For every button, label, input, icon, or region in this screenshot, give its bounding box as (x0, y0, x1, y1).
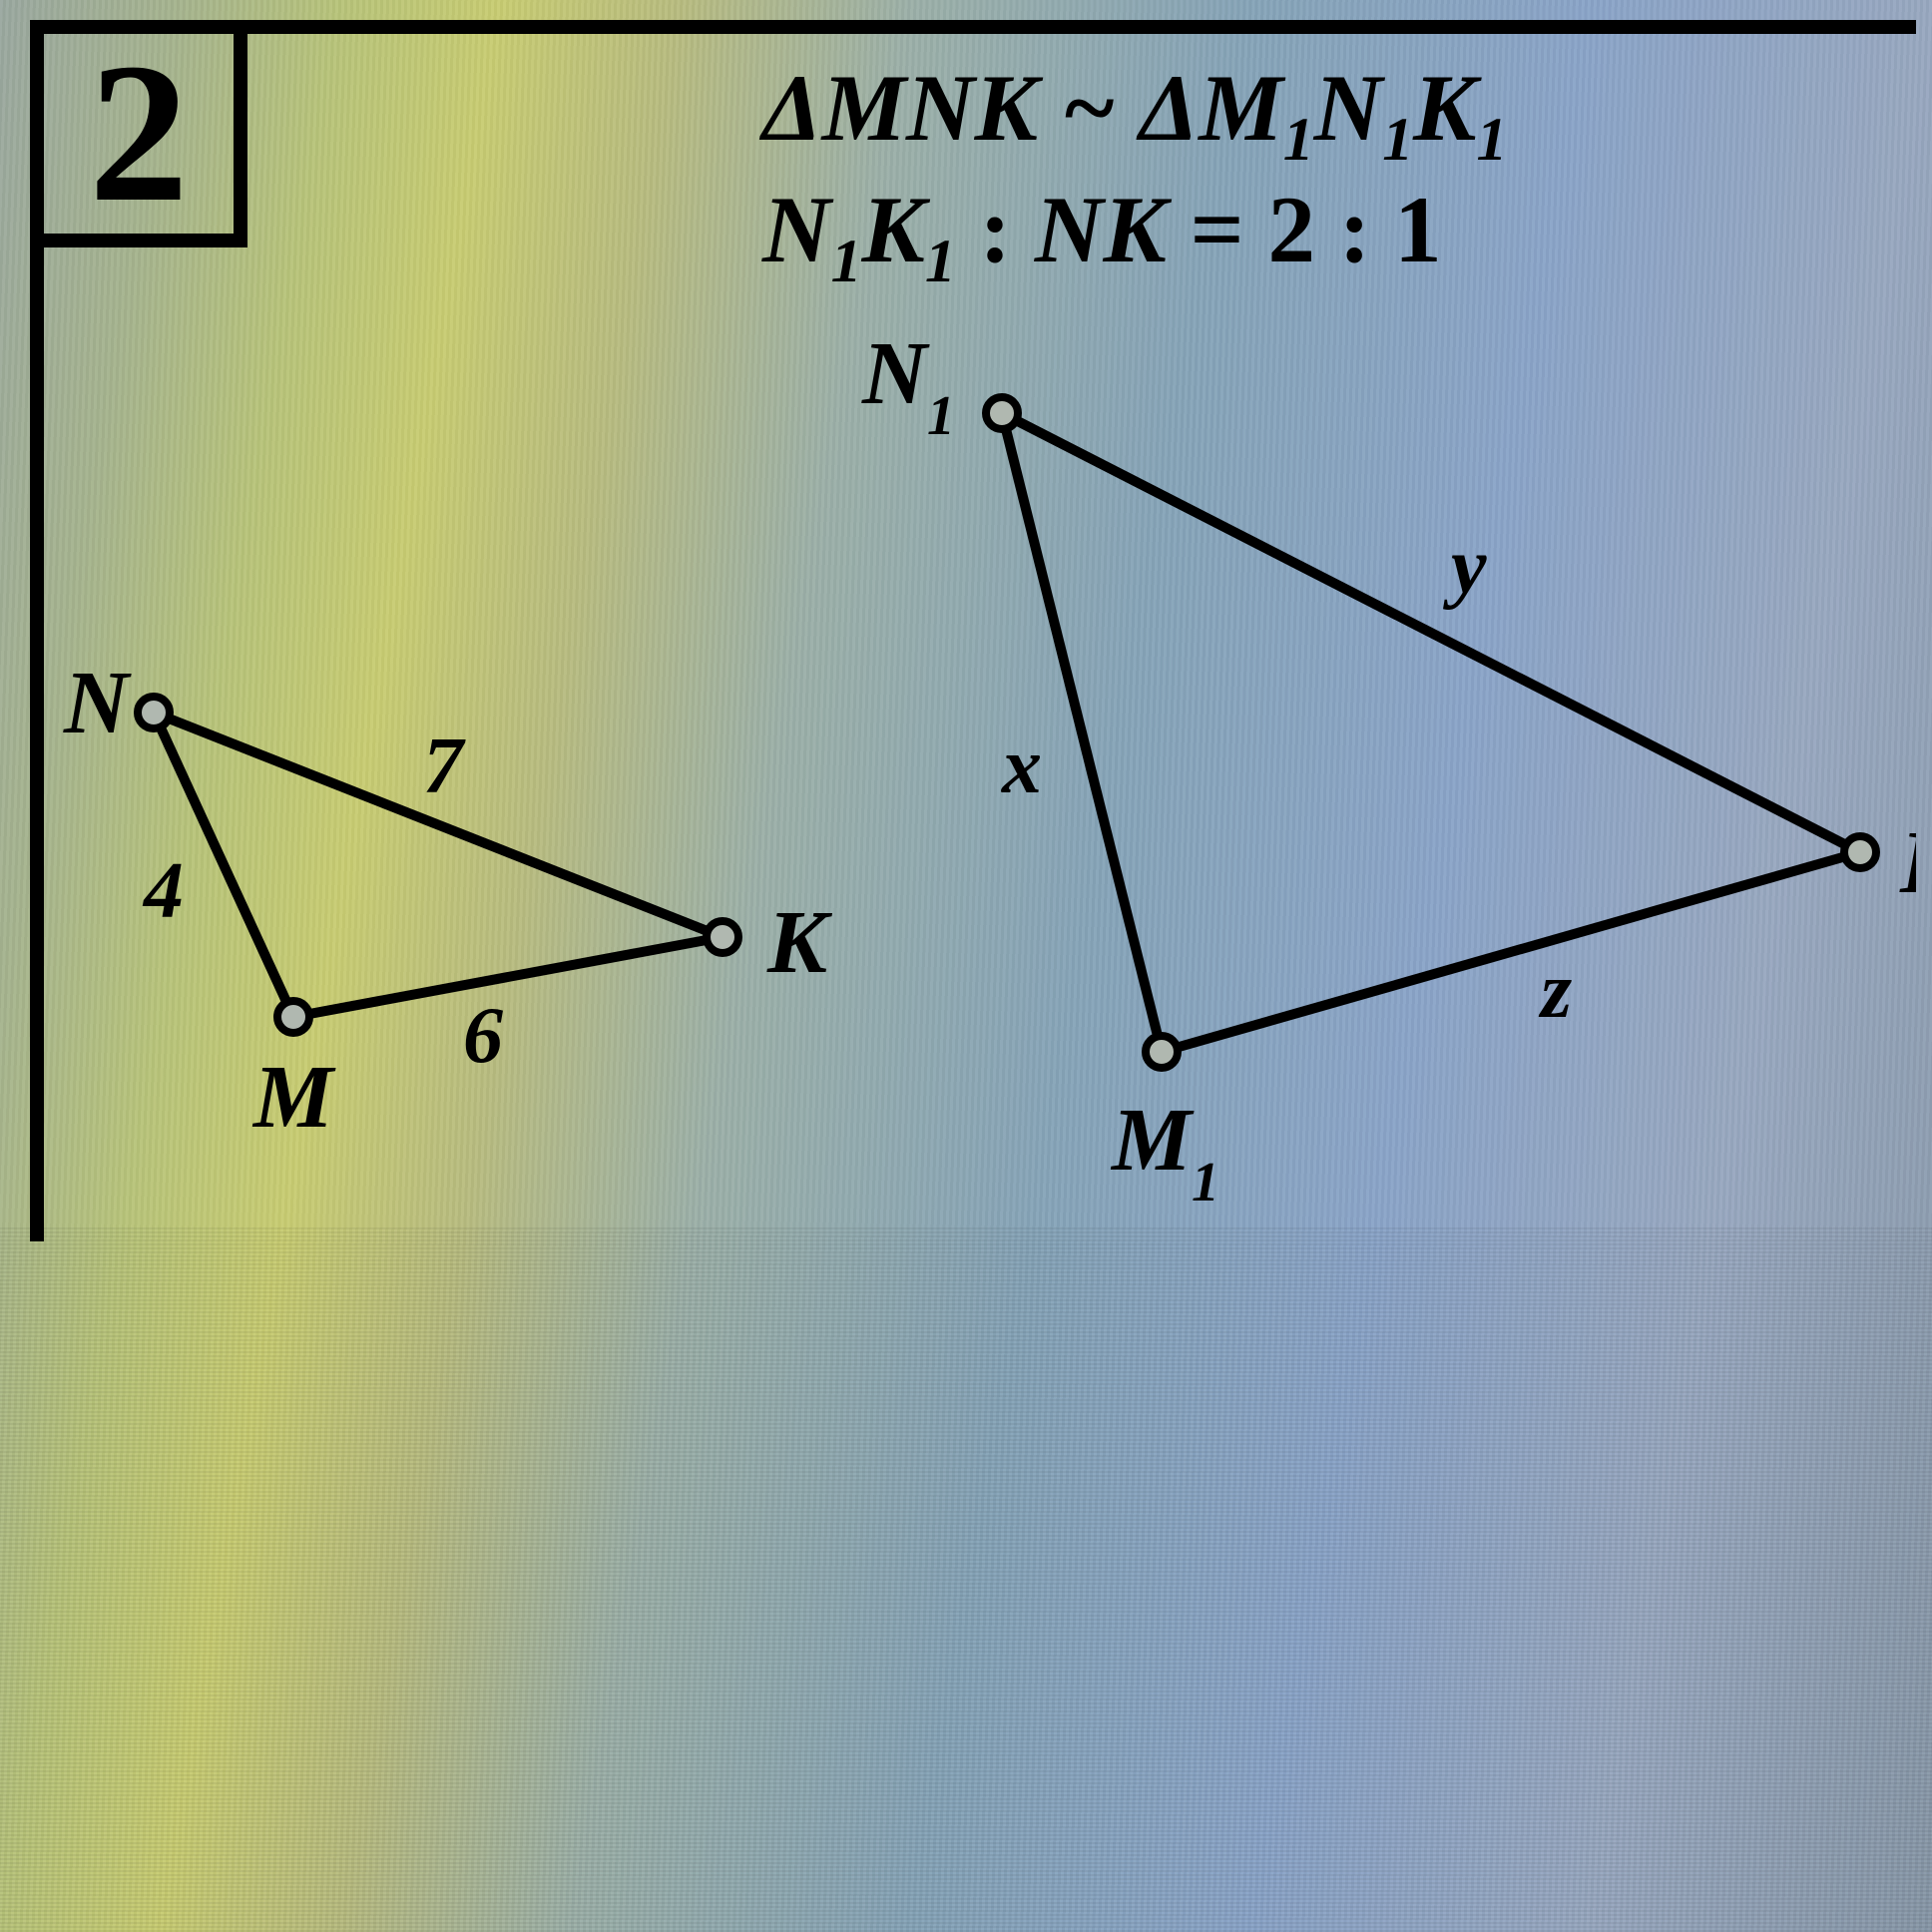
edge-label-y: y (1442, 523, 1487, 611)
edge-label-7: 7 (423, 723, 466, 810)
screenshot-root: 2 ΔMNK ~ ΔM1N1K1 N1K1 : NK = 2 : 1 476NM… (0, 0, 1932, 1932)
vertex-M (277, 1001, 309, 1033)
lower-scanlines (0, 1227, 1932, 1932)
vertex-label-N: N (63, 654, 132, 752)
vertex-label-K1: K1 (1899, 813, 1916, 936)
vertex-N1 (986, 397, 1018, 429)
vertex-K (707, 921, 738, 953)
edge-label-z: z (1538, 947, 1572, 1035)
vertex-label-K: K (766, 893, 833, 992)
vertex-M1 (1146, 1036, 1178, 1068)
edge-N1-K1 (1002, 413, 1860, 852)
vertex-K1 (1844, 836, 1876, 868)
vertex-label-M1: M1 (1110, 1091, 1219, 1213)
vertex-label-N1: N1 (861, 324, 955, 447)
problem-panel: 2 ΔMNK ~ ΔM1N1K1 N1K1 : NK = 2 : 1 476NM… (30, 20, 1916, 1241)
vertex-N (138, 697, 170, 728)
triangle-small: 4 7 6 N M K (63, 654, 833, 1147)
edge-label-6: 6 (463, 992, 503, 1080)
vertex-label-M: M (251, 1048, 336, 1147)
edge-M-K (293, 937, 723, 1017)
triangle-large: x y z N1 M1 K1 (861, 324, 1916, 1213)
edge-label-4: 4 (142, 847, 184, 935)
geometry-figure: 4 7 6 N M K x y z N1 M1 K1 (44, 34, 1916, 1241)
edge-M1-K1 (1162, 852, 1860, 1052)
edge-label-x: x (1001, 723, 1042, 810)
